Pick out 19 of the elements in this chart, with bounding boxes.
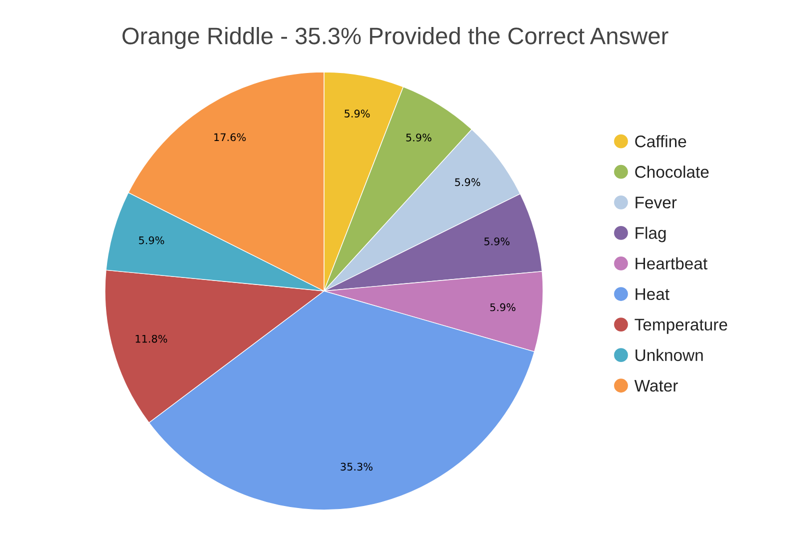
legend-label: Temperature (634, 318, 728, 334)
legend-label: Chocolate (635, 166, 709, 178)
data-label: 17.6% (214, 133, 246, 142)
data-label: 5.9% (139, 236, 164, 244)
legend-label: Caffine (635, 135, 686, 148)
data-label: 35.3% (340, 462, 372, 471)
legend-label: Water (634, 380, 678, 392)
legend-label: Flag (636, 226, 666, 242)
data-label: 5.9% (490, 303, 516, 312)
chart-title: Orange Riddle - 35.3% Provided the Correct Answer (122, 26, 668, 50)
data-label: 5.9% (406, 134, 432, 142)
legend-label: Heat (636, 288, 670, 300)
data-label: 5.9% (344, 110, 370, 118)
legend-label: Heartbeat (636, 257, 708, 270)
data-label: 5.9% (455, 178, 480, 186)
data-label: 11.8% (136, 334, 168, 343)
legend-label: Fever (636, 196, 677, 208)
data-label: 5.9% (484, 237, 510, 246)
legend-label: Unknown (636, 348, 703, 362)
